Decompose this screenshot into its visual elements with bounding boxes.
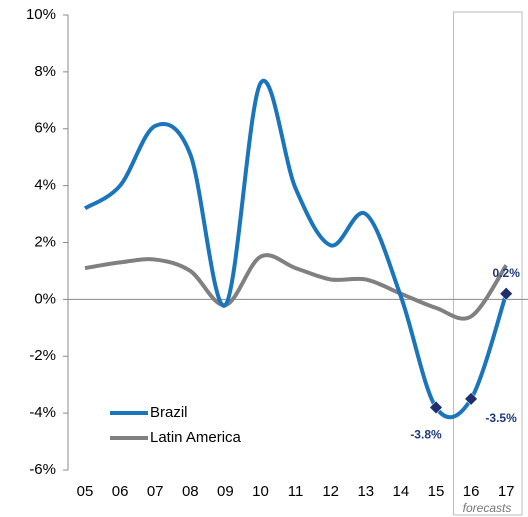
marker <box>499 286 513 301</box>
y-tick-label: -6% <box>29 461 56 478</box>
x-tick-label: 09 <box>217 483 234 500</box>
data-label: 0.2% <box>493 266 521 280</box>
annotation: forecasts <box>463 501 512 515</box>
x-tick-label: 10 <box>252 483 269 500</box>
data-label: -3.8% <box>410 428 442 442</box>
x-tick-label: 05 <box>77 483 94 500</box>
marker <box>464 392 478 406</box>
x-tick-label: 07 <box>147 483 164 500</box>
x-tick-label: 16 <box>463 483 480 500</box>
marker <box>429 400 443 415</box>
x-tick-label: 13 <box>357 483 374 500</box>
y-tick-label: 10% <box>26 6 56 23</box>
x-tick-label: 17 <box>498 483 515 500</box>
data-label: -3.5% <box>485 411 517 425</box>
y-tick-label: 0% <box>34 290 56 307</box>
legend-label: Latin America <box>150 429 242 446</box>
y-tick-label: 8% <box>34 63 56 80</box>
x-tick-label: 11 <box>288 483 304 500</box>
forecast-box <box>453 11 523 516</box>
x-tick-label: 12 <box>322 483 339 500</box>
legend-label: Brazil <box>150 404 188 421</box>
y-tick-label: 2% <box>34 233 56 250</box>
x-tick-label: 08 <box>182 483 199 500</box>
series-line <box>84 253 508 321</box>
y-tick-label: -4% <box>29 404 56 421</box>
x-tick-label: 14 <box>393 483 410 500</box>
y-tick-label: -2% <box>29 347 56 364</box>
y-tick-label: 6% <box>34 120 56 137</box>
x-tick-label: 06 <box>112 483 129 500</box>
y-tick-label: 4% <box>34 177 56 194</box>
series-line <box>83 78 509 420</box>
x-tick-label: 15 <box>428 483 445 500</box>
